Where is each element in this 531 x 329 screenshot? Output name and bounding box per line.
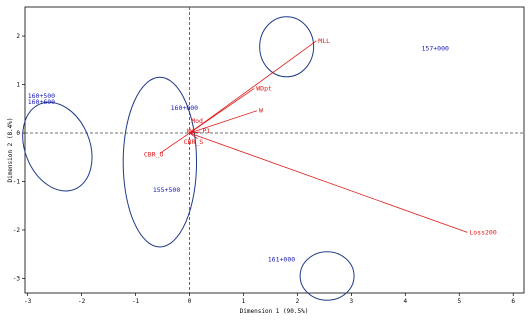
vector-layer: MLL WDpt W Loss200 CBR_U Mod Wd CBR_S P1 <box>144 37 497 236</box>
vector-label: Wd <box>187 127 195 135</box>
observation-label: 160+000 <box>171 104 198 112</box>
y-axis-title: Dimension 2 (8.4%) <box>7 117 14 182</box>
vector-label: Mod <box>191 117 203 125</box>
loading-vector <box>189 88 255 134</box>
y-tick-label: -1 <box>13 179 21 186</box>
vector-label: Loss200 <box>469 228 496 236</box>
y-tick-label: -3 <box>13 275 21 282</box>
y-tick-label: -2 <box>13 227 21 234</box>
x-tick-label: 0 <box>188 298 192 305</box>
x-tick-label: -3 <box>24 298 32 305</box>
ellipse-layer <box>22 16 355 301</box>
x-tick-label: 4 <box>404 298 408 305</box>
vector-label: W <box>259 107 263 115</box>
y-tick-label: 2 <box>16 33 20 40</box>
x-tick-label: 1 <box>242 298 246 305</box>
loading-vector <box>189 132 198 140</box>
y-tick-label: 0 <box>16 130 20 137</box>
confidence-ellipse <box>299 251 355 301</box>
vector-label: WDpt <box>256 84 272 92</box>
x-tick-label: 6 <box>511 298 515 305</box>
confidence-ellipse <box>259 16 315 78</box>
loading-vector <box>189 131 201 134</box>
loading-vector <box>189 132 468 233</box>
y-tick-label: 1 <box>16 82 20 89</box>
observation-label: 157+000 <box>422 45 449 53</box>
loading-vector <box>159 132 190 154</box>
vector-label: CBR_U <box>144 150 164 158</box>
loading-vector <box>189 110 258 134</box>
loading-vector <box>189 125 200 134</box>
observation-label: 160+600 <box>28 98 55 106</box>
x-tick-label: -1 <box>132 298 140 305</box>
axes-layer: -3 -2 -1 0 1 2 3 4 5 6 -3 -2 -1 0 1 2 <box>13 7 524 305</box>
observation-label: 155+500 <box>153 186 180 194</box>
loading-vector <box>189 40 317 134</box>
x-tick-label: -2 <box>78 298 86 305</box>
x-axis-title: Dimension 1 (90.5%) <box>240 308 309 315</box>
observation-label: 160+500 <box>28 92 55 100</box>
x-tick-label: 3 <box>350 298 354 305</box>
vector-label: MLL <box>318 37 330 45</box>
vector-label: P1 <box>202 127 210 135</box>
plot-frame <box>24 6 525 294</box>
confidence-ellipse <box>22 101 93 192</box>
vector-label: CBR_S <box>184 138 204 146</box>
observation-label: 161+000 <box>268 255 295 263</box>
x-tick-label: 5 <box>457 298 461 305</box>
x-tick-label: 2 <box>296 298 300 305</box>
confidence-ellipse <box>122 76 198 248</box>
